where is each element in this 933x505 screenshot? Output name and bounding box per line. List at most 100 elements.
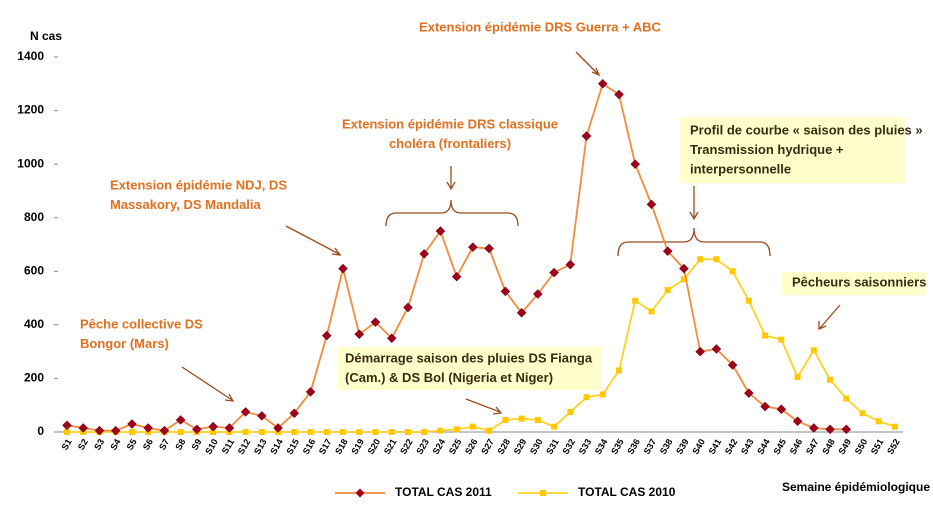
x-tick-label: S19 [349,437,366,456]
point [370,317,381,328]
point [679,263,689,274]
x-tick-label: S4 [108,437,122,452]
x-tick-label: S9 [190,437,204,452]
x-tick-label: S11 [220,437,236,455]
x-tick-label: S21 [382,437,399,456]
x-tick-label: S23 [414,437,431,456]
point [662,246,673,257]
point [469,423,476,430]
point [372,429,379,435]
point [258,429,265,435]
point [549,267,559,278]
x-tick-label: S7 [157,437,171,452]
point [567,408,574,415]
x-tick-label: S45 [771,437,788,456]
point [745,297,752,304]
point [78,423,89,433]
point [419,249,430,259]
point [565,259,576,270]
decorations [181,51,926,415]
point [827,376,834,383]
series-line [67,258,896,433]
x-tick-label: S5 [125,437,139,452]
x-tick-label: S46 [788,437,805,456]
x-tick-label: S32 [560,437,577,456]
point [713,256,720,263]
x-tick-label: S29 [512,437,529,456]
point [240,407,251,417]
annotation: choléra (frontaliers) [389,136,511,151]
annotation: Bongor (Mars) [80,336,169,351]
point [323,429,330,435]
point [177,429,184,435]
x-tick-label: S34 [593,437,610,456]
point [291,429,298,435]
annotation: Transmission hydrique + [690,142,844,157]
point [64,429,70,435]
point [664,287,671,294]
x-tick-label: S16 [301,437,318,456]
annotation: Profil de courbe « saison des pluies » [690,122,923,137]
x-tick-label: S2 [76,437,90,452]
point [695,346,706,357]
point [697,256,704,263]
x-tick-label: S20 [366,437,383,456]
y-tick-label: 1400 [17,49,44,63]
x-tick-label: S38 [658,437,675,456]
x-tick-label: S48 [820,437,837,456]
point [62,420,72,431]
x-tick-label: S8 [173,437,187,452]
point [841,424,852,435]
x-tick-label: S37 [642,437,659,456]
point [583,394,590,401]
point [711,344,722,354]
point [502,416,509,423]
brace [385,199,519,227]
point [859,410,866,417]
point [825,424,835,435]
annotation: interpersonnelle [690,161,791,176]
y-tick-label: 1000 [17,156,44,170]
y-tick-label: 800 [24,210,44,224]
point [110,425,121,436]
x-axis-label: Semaine épidémiologique [782,480,930,494]
annotation-box [782,272,926,295]
point [518,415,525,422]
x-tick-label: S44 [755,437,772,456]
point [534,416,541,423]
annotation: Pêcheurs saisonniers [792,274,926,289]
point [630,159,641,169]
point [404,429,411,435]
point [616,367,622,374]
x-tick-label: S22 [398,437,415,456]
point [128,429,135,435]
point [305,386,316,397]
point [599,391,606,398]
point [273,423,283,433]
point [242,429,249,435]
x-tick-label: S10 [203,437,220,456]
point [386,333,397,344]
brace [617,227,771,257]
point [354,329,365,340]
point [892,423,898,430]
annotation: Extension épidémie DRS classique [342,116,558,131]
point [532,289,543,299]
point [289,408,300,419]
point [727,360,738,370]
annotation: Pêche collective DS [80,316,203,331]
annotation-box [338,347,601,390]
x-tick-label: S25 [447,437,464,456]
annotation-box [680,117,906,183]
annotation: Extension épidémie NDJ, DS [110,177,287,192]
annotation: Massakory, DS Mandalia [110,197,262,212]
legend-label: TOTAL CAS 2011 [395,485,492,499]
point [208,421,218,432]
point [451,271,462,282]
legend-label: TOTAL CAS 2010 [578,485,676,499]
x-tick-label: S1 [60,437,74,452]
point [597,78,608,89]
point [646,199,657,210]
point [435,226,446,236]
